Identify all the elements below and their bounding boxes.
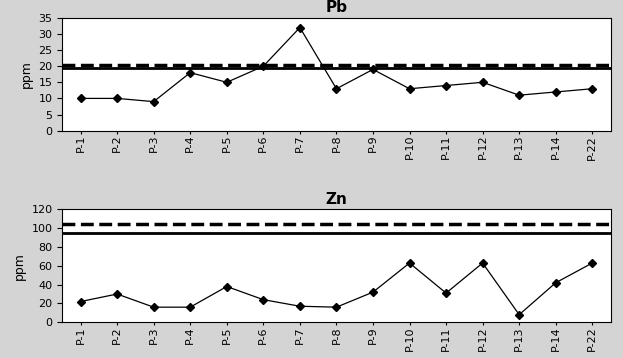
Y-axis label: ppm: ppm	[20, 60, 33, 88]
Title: Pb: Pb	[325, 0, 348, 15]
Title: Zn: Zn	[325, 192, 348, 207]
Y-axis label: ppm: ppm	[13, 252, 26, 280]
